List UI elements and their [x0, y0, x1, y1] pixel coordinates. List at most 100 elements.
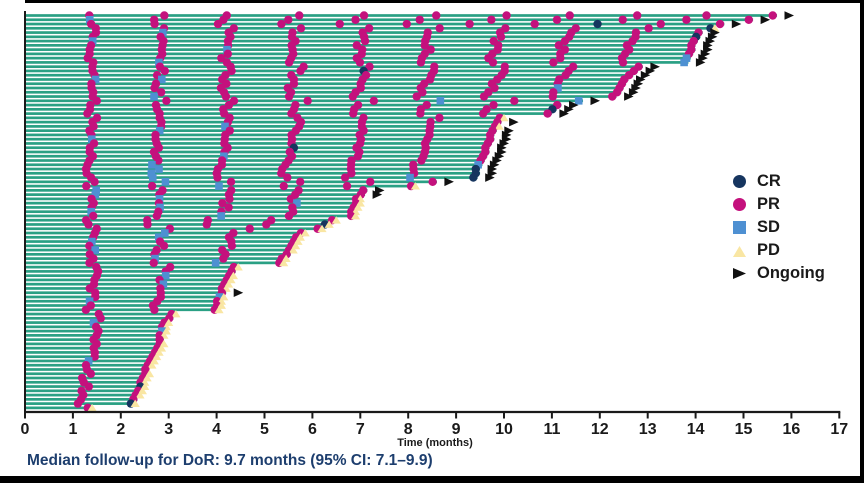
ongoing-arrow: [559, 109, 569, 118]
pd-marker: [135, 391, 145, 399]
swimmer-bar: [25, 171, 481, 175]
pr-marker: [227, 66, 236, 76]
pr-marker: [335, 19, 344, 29]
sd-marker: [84, 357, 93, 365]
pr-marker: [296, 24, 306, 33]
pr-marker: [488, 58, 498, 67]
pr-marker: [284, 211, 294, 221]
pd-marker: [214, 305, 224, 314]
ongoing-arrow: [703, 45, 713, 54]
swimmer-bar: [25, 304, 222, 307]
pd-marker: [350, 212, 361, 220]
sd-marker: [574, 97, 583, 105]
pr-marker: [556, 53, 565, 63]
pr-marker: [262, 220, 271, 229]
pr-marker: [549, 58, 558, 67]
swimmer-bar: [25, 201, 361, 205]
legend-item-cr: CR: [733, 170, 825, 193]
pr-marker: [359, 11, 369, 20]
swimmer-bar: [25, 73, 634, 77]
pr-marker: [83, 109, 92, 118]
sd-marker: [211, 259, 220, 267]
sd-marker: [87, 207, 95, 216]
pr-marker: [351, 15, 360, 24]
pr-marker: [402, 19, 411, 29]
pr-marker: [417, 156, 426, 165]
legend-item-ongoing: Ongoing: [733, 262, 825, 285]
pr-marker: [85, 258, 94, 268]
pr-marker: [530, 19, 539, 29]
pr-marker: [465, 19, 474, 29]
cr-marker: [593, 19, 602, 29]
swimmer-bar: [25, 95, 617, 98]
pr-marker: [287, 109, 296, 118]
swimmer-bar: [25, 287, 227, 290]
swimmer-bar: [25, 193, 366, 196]
pr-marker: [744, 15, 753, 24]
pr-marker: [510, 96, 519, 106]
sd-marker: [155, 195, 164, 203]
pr-marker: [284, 58, 294, 67]
sd-marker: [92, 186, 100, 195]
pr-marker: [366, 177, 375, 187]
pr-marker: [82, 181, 91, 191]
swimmer-bar: [25, 82, 627, 86]
pr-legend-icon: [733, 198, 746, 211]
sd-marker: [680, 58, 688, 67]
x-tick-label: 0: [21, 421, 30, 438]
sd-marker: [220, 152, 228, 161]
pr-marker: [632, 11, 642, 20]
x-tick-label: 15: [735, 421, 753, 438]
pr-marker: [416, 58, 426, 67]
pr-marker: [96, 314, 105, 323]
swimmer-bar: [25, 214, 356, 218]
sd-marker: [89, 318, 98, 327]
pr-marker: [223, 49, 233, 59]
pr-marker: [415, 15, 424, 24]
ongoing-arrow: [705, 36, 715, 46]
pd-marker: [279, 258, 289, 267]
pd-marker: [171, 310, 181, 318]
pr-marker: [81, 305, 91, 314]
sd-marker: [150, 92, 158, 101]
pr-marker: [147, 181, 157, 191]
swimmer-bar: [25, 299, 222, 303]
pr-marker: [432, 11, 441, 20]
swimmer-bar: [25, 22, 725, 26]
pr-marker: [86, 369, 96, 378]
pr-marker: [426, 45, 435, 54]
swimmer-bar: [25, 154, 488, 158]
pr-marker: [224, 100, 234, 110]
pr-marker: [355, 58, 365, 67]
x-axis-title: Time (months): [397, 437, 473, 449]
pr-marker: [150, 19, 159, 29]
pr-marker: [715, 19, 725, 29]
frame-bottom-border: [0, 476, 864, 483]
swimmer-bar: [25, 206, 358, 209]
sd-marker: [91, 190, 100, 199]
sd-marker: [156, 203, 164, 212]
pr-marker: [225, 194, 234, 204]
ongoing-arrow-legend-icon: [733, 268, 746, 279]
pd-legend-icon: [733, 246, 746, 257]
pr-marker: [565, 11, 574, 20]
swimmer-bar: [25, 270, 236, 273]
pr-marker: [92, 96, 102, 106]
pd-marker: [494, 122, 504, 130]
pr-marker: [289, 79, 299, 88]
sd-marker: [85, 297, 94, 306]
x-tick-label: 12: [591, 421, 609, 438]
ongoing-arrow: [487, 169, 498, 178]
pd-marker: [233, 263, 243, 271]
pr-marker: [162, 96, 171, 106]
swimmer-bar: [25, 406, 93, 410]
swimmer-bar: [25, 176, 478, 179]
pd-marker: [499, 113, 509, 122]
swimmer-bar: [25, 120, 502, 124]
pr-marker: [156, 88, 166, 97]
swimmer-bar: [25, 69, 639, 73]
pr-marker: [496, 32, 506, 42]
pr-marker: [227, 241, 237, 251]
pr-marker: [154, 156, 163, 165]
swimmer-bar: [25, 14, 778, 17]
